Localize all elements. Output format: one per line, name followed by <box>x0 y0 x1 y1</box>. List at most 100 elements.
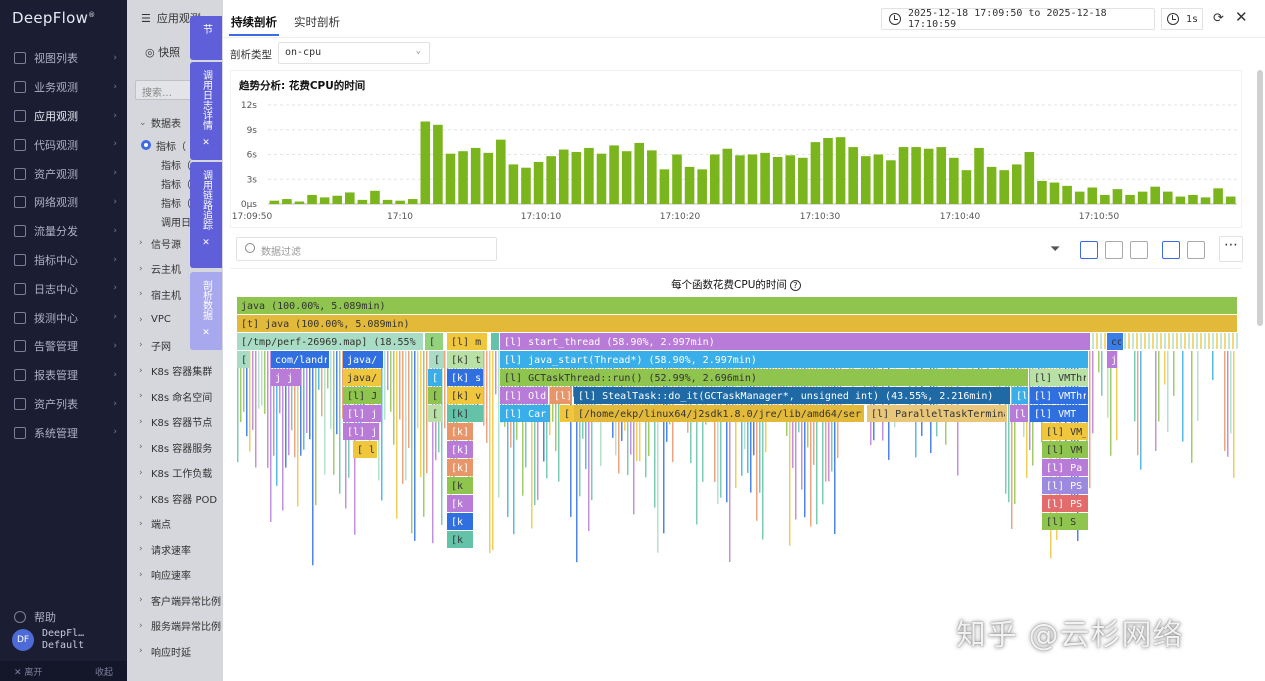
filter-icon[interactable]: ⏷ <box>1050 242 1061 257</box>
trend-bar[interactable] <box>659 169 670 204</box>
trend-bar[interactable] <box>1112 189 1123 204</box>
tree-row[interactable]: › 宿主机 <box>139 289 181 302</box>
tree-row[interactable]: › K8s 容器 POD <box>139 493 218 506</box>
trend-bar[interactable] <box>319 197 330 204</box>
refresh-icon[interactable]: ⟳ <box>1213 11 1224 26</box>
trend-bar[interactable] <box>1087 187 1098 205</box>
flame-frame[interactable]: [l] VM <box>1042 441 1088 458</box>
flame-frame[interactable]: [k] <box>447 405 483 422</box>
trend-bar[interactable] <box>1024 152 1035 204</box>
tree-subitem[interactable]: 指标（ <box>127 136 223 155</box>
trend-bar[interactable] <box>1074 191 1085 204</box>
tree-row[interactable]: › 信号源 <box>139 238 181 251</box>
trend-bar[interactable] <box>923 148 934 204</box>
flame-frame[interactable]: [ <box>428 369 442 386</box>
flame-frame[interactable]: [k] t <box>447 351 483 368</box>
flame-frame[interactable]: [ <box>560 405 574 422</box>
flame-frame[interactable]: [l] GCTaskThread::run() (52.99%, 2.696mi… <box>500 369 1028 386</box>
trend-bar[interactable] <box>1162 191 1173 204</box>
trend-bar[interactable] <box>911 147 921 204</box>
tree-row[interactable]: › K8s 容器节点 <box>139 416 213 430</box>
trend-bar[interactable] <box>1062 185 1072 204</box>
data-filter-input[interactable]: 数据过滤 <box>236 237 497 261</box>
trend-bar[interactable] <box>558 149 569 204</box>
flame-frame[interactable]: [l] VM_ <box>1042 423 1089 440</box>
trend-bar[interactable] <box>747 154 758 205</box>
trend-bar[interactable] <box>961 170 972 204</box>
profile-type-select[interactable]: on-cpu ⌄ <box>278 42 430 64</box>
flame-frame[interactable]: [l] StealTask::do_it(GCTaskManager*, uns… <box>574 387 1010 404</box>
side-tab-1[interactable]: 调用日志详情 ✕ <box>190 62 222 160</box>
tree-row[interactable]: › 子网 <box>139 340 171 353</box>
trend-bar[interactable] <box>1011 164 1022 204</box>
flame-frame[interactable]: java/ <box>343 351 383 368</box>
align-list-button[interactable] <box>1187 241 1205 259</box>
flame-frame[interactable]: [k] v <box>447 387 483 404</box>
trend-bar[interactable] <box>496 139 506 204</box>
tree-row[interactable]: › 端点 <box>139 518 171 532</box>
interval-select[interactable]: 1s <box>1161 8 1203 30</box>
trend-bar[interactable] <box>697 169 707 204</box>
trend-bar[interactable] <box>1200 197 1211 204</box>
trend-bar[interactable] <box>307 194 317 204</box>
trend-bar[interactable] <box>571 152 582 204</box>
nav-item-4[interactable]: 资产观测 › <box>0 159 127 188</box>
flame-frame[interactable]: [l] S <box>1042 513 1088 530</box>
tree-row[interactable]: › K8s 工作负载 <box>139 467 213 481</box>
trend-bar[interactable] <box>420 121 431 205</box>
trend-bar[interactable] <box>357 199 368 204</box>
trend-bar[interactable] <box>458 151 468 204</box>
nav-item-1[interactable]: 业务观测 › <box>0 73 127 102</box>
flame-frame[interactable]: [ <box>430 351 444 368</box>
flame-frame[interactable]: [ l <box>353 441 377 458</box>
flame-frame[interactable]: [l] start_thread (58.90%, 2.997min) <box>500 333 1090 350</box>
trend-bar[interactable] <box>483 152 494 204</box>
flame-frame[interactable]: [l] PS <box>1042 495 1088 512</box>
flame-frame[interactable]: [l] j <box>343 405 381 422</box>
trend-bar[interactable] <box>395 200 405 204</box>
tree-row[interactable]: › 云主机 <box>139 263 181 277</box>
trend-bar[interactable] <box>621 151 632 204</box>
nav-item-10[interactable]: 告警管理 › <box>0 332 127 361</box>
trend-bar[interactable] <box>647 150 657 204</box>
flame-frame[interactable]: [k <box>447 495 473 512</box>
quick-snapshot[interactable]: ◎ 快照 <box>145 46 181 59</box>
trend-bar[interactable] <box>1225 196 1236 204</box>
tree-subitem[interactable]: 指标（ <box>161 198 191 210</box>
trend-bar[interactable] <box>1037 180 1047 204</box>
flame-frame[interactable]: [ <box>428 405 442 422</box>
flame-frame[interactable]: [k <box>447 531 473 548</box>
tree-row[interactable]: › K8s 容器服务 <box>139 442 213 455</box>
trend-bar[interactable] <box>848 147 858 204</box>
trend-bar[interactable] <box>596 153 607 204</box>
trend-bar[interactable] <box>634 142 645 204</box>
nav-item-12[interactable]: 资产列表 › <box>0 390 127 419</box>
flame-frame[interactable]: [t] java (100.00%, 5.089min) <box>237 315 1237 332</box>
trend-bar[interactable] <box>1100 194 1110 204</box>
tab-continuous-profile[interactable]: 持续剖析 <box>229 15 279 36</box>
trend-bar[interactable] <box>1150 186 1160 204</box>
trend-bar[interactable] <box>1175 196 1186 204</box>
trend-bar[interactable] <box>936 147 947 204</box>
flame-frame[interactable]: java/ <box>343 369 381 386</box>
trend-bar[interactable] <box>584 147 594 204</box>
help-link[interactable]: 帮助 <box>14 609 56 625</box>
trend-bar[interactable] <box>269 200 280 204</box>
flame-frame[interactable]: [l] ParallelTaskTermina <box>867 405 1009 422</box>
view-table-button[interactable] <box>1105 241 1123 259</box>
flame-frame[interactable]: [k] <box>447 459 473 476</box>
trend-bar[interactable] <box>735 155 745 204</box>
trend-bar[interactable] <box>722 148 733 204</box>
flame-frame[interactable]: [l <box>1012 387 1028 404</box>
trend-bar[interactable] <box>860 156 871 204</box>
nav-item-7[interactable]: 指标中心 › <box>0 246 127 275</box>
view-split-button[interactable] <box>1130 241 1148 259</box>
flame-frame[interactable]: [/tmp/perf-26969.map] (18.55% <box>237 333 423 350</box>
trend-bar[interactable] <box>470 147 481 204</box>
trend-bar[interactable] <box>974 147 984 204</box>
trend-bar[interactable] <box>521 167 531 204</box>
user-menu[interactable]: DF DeepFl… Default <box>12 628 84 652</box>
tab-realtime-profile[interactable]: 实时剖析 <box>294 15 340 29</box>
trend-bar[interactable] <box>986 166 997 204</box>
nav-item-13[interactable]: 系统管理 › <box>0 418 127 447</box>
